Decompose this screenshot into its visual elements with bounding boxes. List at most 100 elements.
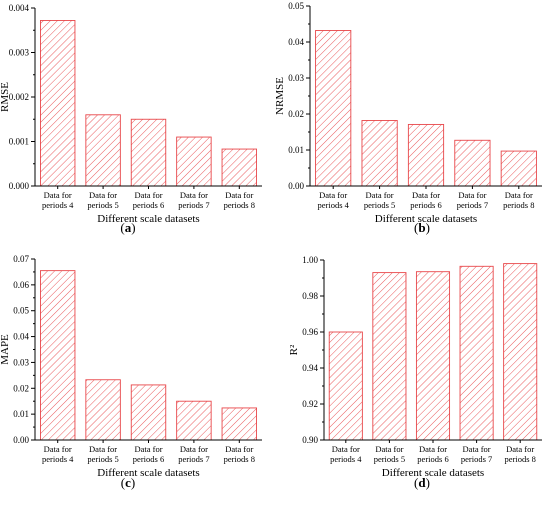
x-tick-label: periods 7 bbox=[457, 200, 488, 210]
y-axis-title: RMSE bbox=[0, 82, 11, 112]
x-tick-label: periods 5 bbox=[87, 200, 118, 210]
y-tick-label: 0.001 bbox=[9, 137, 29, 147]
x-tick-label: periods 7 bbox=[178, 200, 209, 210]
x-tick-label: periods 8 bbox=[224, 454, 255, 464]
x-tick-label: periods 4 bbox=[42, 454, 74, 464]
x-tick-label: Data for bbox=[134, 190, 162, 200]
bar-a-3 bbox=[130, 118, 167, 187]
y-tick-label: 0.05 bbox=[288, 1, 304, 11]
bar-c-3 bbox=[130, 384, 167, 441]
x-axis-title: Different scale datasets bbox=[97, 467, 199, 479]
y-tick-label: 0.04 bbox=[288, 37, 304, 47]
x-tick-label: Data for bbox=[134, 444, 162, 454]
x-tick-label: Data for bbox=[375, 444, 403, 454]
x-tick-label: Data for bbox=[412, 190, 440, 200]
y-tick-label: 0.000 bbox=[9, 181, 30, 191]
x-tick-label: periods 8 bbox=[503, 200, 534, 210]
bar-b-5 bbox=[500, 150, 537, 187]
x-tick-label: Data for bbox=[180, 190, 208, 200]
y-tick-label: 0.02 bbox=[288, 109, 304, 119]
y-tick-label: 0.03 bbox=[288, 73, 304, 83]
bar-c-4 bbox=[176, 400, 212, 441]
y-tick-label: 0.01 bbox=[13, 409, 29, 419]
bar-d-2 bbox=[372, 272, 407, 441]
x-tick-label: periods 6 bbox=[133, 200, 164, 210]
bar-a-1 bbox=[40, 20, 76, 187]
y-tick-label: 0.94 bbox=[302, 363, 318, 373]
x-tick-label: periods 4 bbox=[42, 200, 74, 210]
y-tick-label: 0.07 bbox=[13, 254, 29, 264]
chart-panel-c: 0.00 0.01 0.02 0.03 0.04 0.05 0.06 0.07 Data for… bbox=[0, 254, 262, 490]
bar-a-4 bbox=[176, 136, 212, 187]
bar-b-2 bbox=[361, 120, 398, 187]
x-tick-label: Data for bbox=[458, 190, 486, 200]
panel-label: (d) bbox=[414, 475, 430, 490]
panel-letter: d bbox=[418, 475, 426, 490]
x-tick-label: Data for bbox=[180, 444, 208, 454]
y-tick-label: 1.00 bbox=[302, 255, 318, 265]
x-tick-label: Data for bbox=[332, 444, 360, 454]
y-axis-title: R² bbox=[288, 344, 300, 355]
x-tick-label: Data for bbox=[319, 190, 347, 200]
panel-letter: c bbox=[125, 475, 131, 490]
x-axis-title: Different scale datasets bbox=[382, 467, 484, 479]
panel-letter: a bbox=[125, 220, 132, 235]
bar-b-3 bbox=[407, 123, 445, 187]
x-tick-label: Data for bbox=[366, 190, 394, 200]
x-tick-label: periods 6 bbox=[133, 454, 164, 464]
bar-c-5 bbox=[221, 407, 258, 441]
bar-d-5 bbox=[503, 263, 538, 441]
x-tick-label: Data for bbox=[463, 444, 491, 454]
y-tick-label: 0.01 bbox=[288, 145, 304, 155]
y-tick-label: 0.00 bbox=[13, 435, 29, 445]
y-axis-title: NRMSE bbox=[274, 77, 286, 115]
y-axis-title: MAPE bbox=[0, 334, 11, 365]
bar-c-1 bbox=[40, 270, 76, 441]
y-tick-label: 0.004 bbox=[9, 3, 30, 13]
bar-a-5 bbox=[221, 148, 258, 187]
bar-b-4 bbox=[454, 139, 491, 187]
y-tick-label: 0.04 bbox=[13, 332, 29, 342]
x-tick-label: Data for bbox=[225, 444, 253, 454]
y-tick-label: 0.002 bbox=[9, 92, 29, 102]
x-tick-label: periods 8 bbox=[504, 454, 535, 464]
x-tick-label: periods 4 bbox=[330, 454, 362, 464]
x-tick-label: Data for bbox=[505, 190, 533, 200]
x-tick-label: periods 5 bbox=[364, 200, 395, 210]
x-tick-label: periods 8 bbox=[224, 200, 255, 210]
bar-d-1 bbox=[328, 331, 363, 441]
panel-label: (c) bbox=[121, 475, 135, 490]
x-tick-label: Data for bbox=[89, 190, 117, 200]
panel-label: (a) bbox=[120, 220, 135, 235]
y-tick-label: 0.92 bbox=[302, 399, 318, 409]
bar-a-2 bbox=[85, 114, 121, 187]
y-tick-label: 0.06 bbox=[13, 280, 29, 290]
x-axis-title: Different scale datasets bbox=[375, 213, 477, 225]
bar-d-3 bbox=[415, 271, 451, 441]
x-tick-label: Data for bbox=[506, 444, 534, 454]
y-tick-label: 0.05 bbox=[13, 306, 29, 316]
y-tick-label: 0.03 bbox=[13, 357, 29, 367]
y-tick-label: 0.98 bbox=[302, 291, 318, 301]
x-tick-label: periods 6 bbox=[410, 200, 441, 210]
panel-label: (b) bbox=[414, 220, 430, 235]
x-tick-label: periods 7 bbox=[178, 454, 209, 464]
bar-c-2 bbox=[85, 379, 121, 441]
x-tick-label: periods 6 bbox=[417, 454, 448, 464]
x-axis-title: Different scale datasets bbox=[97, 213, 199, 225]
bar-b-1 bbox=[315, 30, 352, 187]
bar-d-4 bbox=[459, 265, 494, 441]
x-tick-label: Data for bbox=[44, 444, 72, 454]
x-tick-label: periods 5 bbox=[87, 454, 118, 464]
y-tick-label: 0.96 bbox=[302, 327, 318, 337]
x-tick-label: Data for bbox=[419, 444, 447, 454]
x-tick-label: periods 4 bbox=[317, 200, 349, 210]
y-tick-label: 0.00 bbox=[288, 181, 304, 191]
y-tick-label: 0.90 bbox=[302, 435, 318, 445]
y-tick-label: 0.02 bbox=[13, 383, 29, 393]
